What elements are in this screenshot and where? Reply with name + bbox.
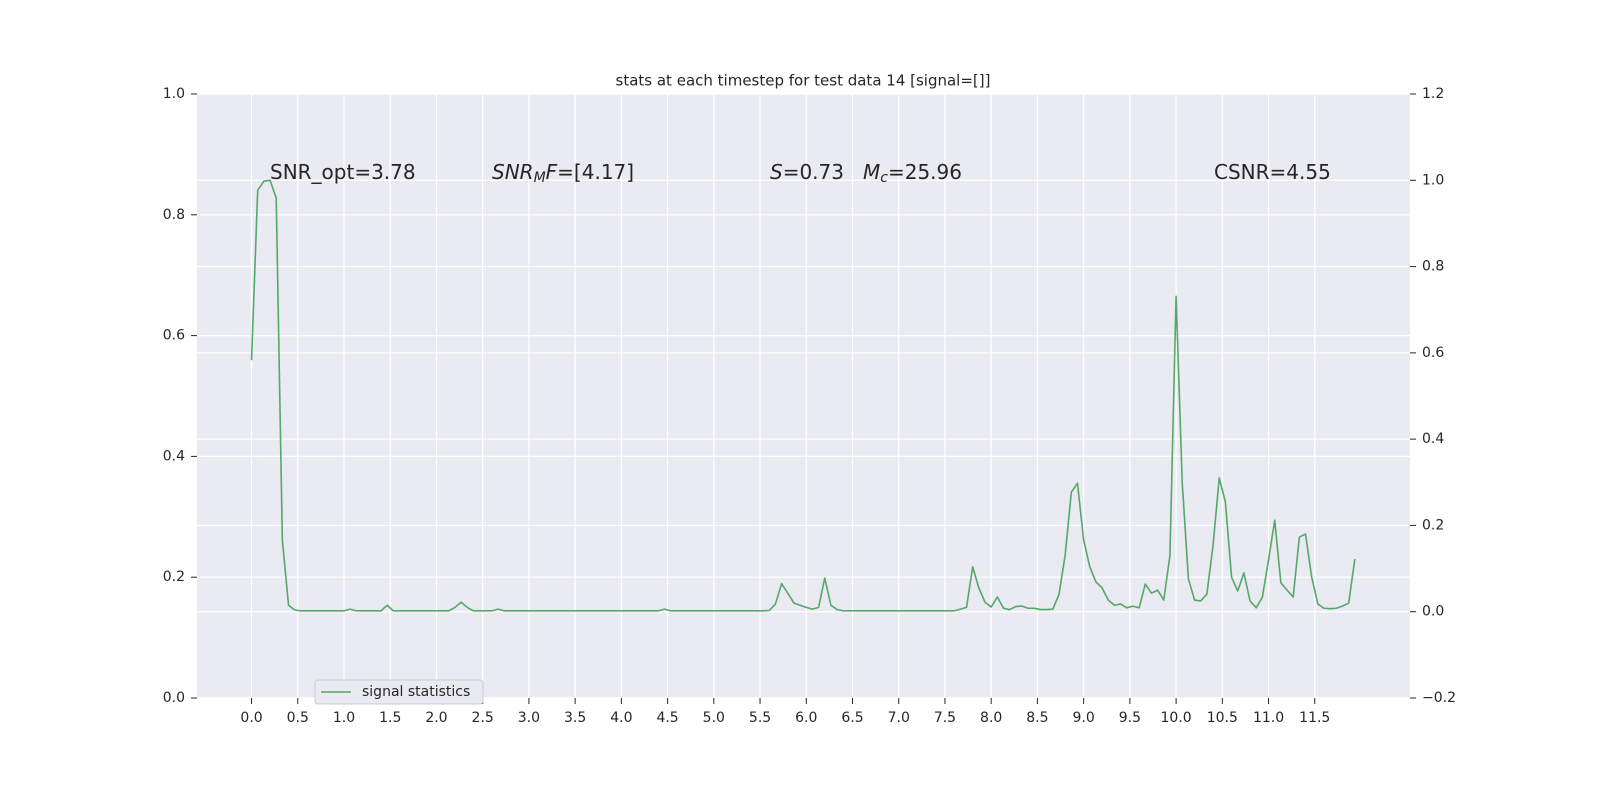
annotation: S=0.73: [770, 160, 844, 184]
annotation-part: M: [534, 170, 546, 186]
annotation-part: =0.73: [783, 160, 844, 184]
x-tick-label: 11.0: [1253, 710, 1284, 726]
y2-tick-label: 1.0: [1422, 172, 1444, 188]
annotation-part: =[4.17]: [557, 160, 634, 184]
x-tick-label: 8.0: [980, 710, 1002, 726]
x-tick-label: 10.5: [1207, 710, 1238, 726]
y-tick-label: 0.6: [163, 328, 185, 344]
y2-tick-label: 0.6: [1422, 345, 1444, 361]
annotation-part: M: [863, 160, 880, 184]
y2-tick-label: −0.2: [1422, 690, 1456, 706]
y2-tick-label: 0.8: [1422, 259, 1444, 275]
y2-tick-label: 0.4: [1422, 431, 1444, 447]
x-tick-label: 1.0: [333, 710, 355, 726]
x-tick-label: 8.5: [1026, 710, 1048, 726]
x-tick-label: 5.5: [749, 710, 771, 726]
x-tick-label: 10.0: [1161, 710, 1192, 726]
legend-label: signal statistics: [362, 684, 470, 700]
x-tick-label: 0.5: [287, 710, 309, 726]
x-tick-label: 2.5: [472, 710, 494, 726]
annotation-part: SNR: [492, 160, 534, 184]
x-tick-label: 3.5: [564, 710, 586, 726]
grid: [197, 93, 1410, 699]
marks: [250, 179, 1356, 612]
annotation-part: F: [546, 160, 558, 184]
annotation-part: SNR_opt=3.78: [270, 160, 416, 184]
annotation: SNR_opt=3.78: [270, 160, 416, 184]
legend-box: [314, 679, 484, 705]
x-tick-label: 2.0: [425, 710, 447, 726]
x-tick-label: 6.5: [841, 710, 863, 726]
annotation: SNRMF=[4.17]: [492, 160, 634, 187]
x-tick-label: 7.0: [888, 710, 910, 726]
annotation-part: c: [880, 170, 888, 186]
y2-tick-label: 0.0: [1422, 604, 1444, 620]
x-tick-label: 4.5: [656, 710, 678, 726]
annotation: CSNR=4.55: [1214, 160, 1331, 184]
y-tick-label: 0.8: [163, 207, 185, 223]
y-tick-label: 0.2: [163, 569, 185, 585]
x-tick-label: 1.5: [379, 710, 401, 726]
y2-tick-label: 0.2: [1422, 517, 1444, 533]
x-tick-label: 9.0: [1073, 710, 1095, 726]
annotation-part: S: [770, 160, 783, 184]
x-tick-label: 11.5: [1299, 710, 1330, 726]
x-tick-label: 7.5: [934, 710, 956, 726]
annotation-part: CSNR=4.55: [1214, 160, 1331, 184]
y-tick-label: 0.0: [163, 690, 185, 706]
series-line: [250, 179, 1356, 612]
legend: signal statistics: [314, 679, 484, 705]
x-tick-label: 0.0: [240, 710, 262, 726]
x-tick-label: 5.0: [703, 710, 725, 726]
y-tick-label: 0.4: [163, 448, 185, 464]
y-tick-label: 1.0: [163, 86, 185, 102]
x-tick-label: 9.5: [1119, 710, 1141, 726]
plot-area: [197, 94, 1410, 698]
axes: 0.0 0.5 1.0 1.5 2.0 2.5 3.0 3.5 4.0 4.5 5.0 5.5 6.0 6…: [163, 86, 1456, 726]
chart-title: stats at each timestep for test data 14 …: [616, 72, 991, 90]
x-tick-label: 3.0: [518, 710, 540, 726]
x-tick-label: 4.0: [610, 710, 632, 726]
y2-tick-label: 1.2: [1422, 86, 1444, 102]
annotation-part: =25.96: [888, 160, 962, 184]
x-tick-label: 6.0: [795, 710, 817, 726]
annotation: Mc=25.96: [863, 160, 962, 187]
